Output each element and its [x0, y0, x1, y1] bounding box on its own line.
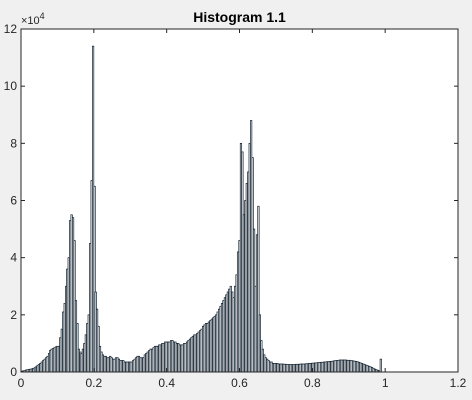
axes-box: [20, 28, 459, 373]
y-axis-ticks: 0 2 4 6 8 10 12: [4, 22, 458, 379]
histogram-bar: [379, 358, 382, 373]
y-tick-label: 6: [10, 194, 17, 208]
y-tick-label: 8: [10, 136, 17, 150]
y-multiplier-label: ×104: [21, 11, 45, 27]
y-tick-label: 10: [4, 79, 18, 93]
y-tick-label: 2: [10, 308, 17, 322]
x-tick-label: 0.4: [158, 376, 175, 390]
y-tick-label: 12: [4, 22, 18, 36]
chart-title: Histogram 1.1: [193, 9, 286, 25]
x-tick-label: 0.2: [85, 376, 102, 390]
x-axis-ticks: 0 0.2 0.4 0.6 0.8 1 1.2: [18, 29, 467, 390]
x-tick-label: 1: [382, 376, 389, 390]
x-tick-label: 0: [18, 376, 25, 390]
x-tick-label: 1.2: [450, 376, 467, 390]
x-tick-label: 0.8: [304, 376, 321, 390]
y-tick-label: 0: [10, 365, 17, 379]
y-tick-label: 4: [10, 251, 17, 265]
y-multiplier-exponent: 4: [40, 11, 45, 21]
x-tick-label: 0.6: [231, 376, 248, 390]
